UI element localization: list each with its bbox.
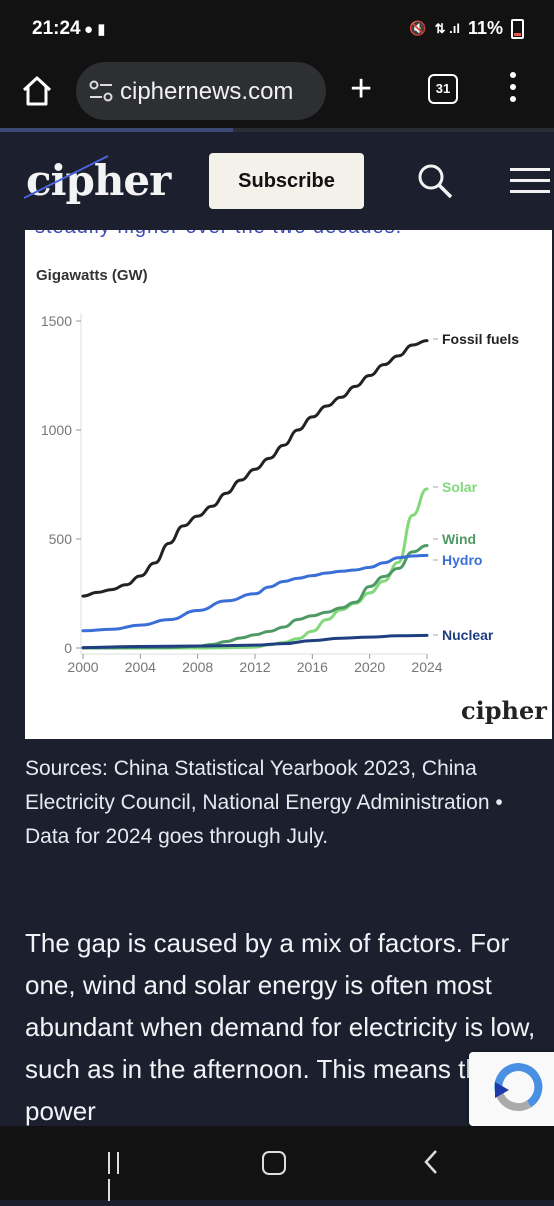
new-tab-icon[interactable]: + <box>350 68 373 110</box>
y-tick-label: 500 <box>49 531 73 547</box>
status-right: 🔇 ⇅ .ıl 11% <box>409 18 524 39</box>
article-paragraph: The gap is caused by a mix of factors. F… <box>25 928 536 1126</box>
logo-slash-mark <box>23 155 109 199</box>
x-tick-label: 2016 <box>297 659 328 675</box>
home-nav-icon[interactable] <box>262 1151 286 1175</box>
more-menu-icon[interactable] <box>508 72 518 106</box>
notification-icons: ● ▮ <box>84 21 106 38</box>
series-line-solar <box>81 487 429 650</box>
x-tick-label: 2000 <box>67 659 98 675</box>
cut-off-article-text: steadily higher over the two decades. <box>35 230 402 239</box>
recaptcha-icon <box>494 1063 543 1112</box>
series-label-fossil-fuels: Fossil fuels <box>442 331 519 347</box>
home-icon[interactable] <box>20 74 54 108</box>
hamburger-menu-icon[interactable] <box>510 168 550 196</box>
site-settings-icon[interactable] <box>88 79 114 103</box>
signal-icon: ⇅ .ıl <box>434 20 460 36</box>
series-label-wind: Wind <box>442 531 476 547</box>
series-label-hydro: Hydro <box>442 552 482 568</box>
series-label-solar: Solar <box>442 479 478 495</box>
browser-toolbar: ciphernews.com + 31 <box>0 56 554 128</box>
battery-percent: 11% <box>467 18 503 38</box>
x-tick-label: 2008 <box>182 659 213 675</box>
battery-icon <box>511 18 524 39</box>
address-bar[interactable]: ciphernews.com <box>76 62 326 120</box>
status-time: 21:24 <box>32 18 81 39</box>
chart-card: steadily higher over the two decades. Gi… <box>25 230 552 739</box>
chart-logo: cipher <box>461 696 547 725</box>
mute-icon: 🔇 <box>409 20 427 36</box>
series-label-nuclear: Nuclear <box>442 627 494 643</box>
search-icon[interactable] <box>416 162 454 200</box>
y-tick-label: 1500 <box>41 313 72 329</box>
x-tick-label: 2020 <box>354 659 385 675</box>
series-line-wind <box>81 544 429 650</box>
y-tick-label: 1000 <box>41 422 72 438</box>
series-line-nuclear <box>81 633 429 650</box>
y-axis-label: Gigawatts (GW) <box>36 267 148 284</box>
y-tick-label: 0 <box>64 640 72 656</box>
site-header: cipher Subscribe <box>0 132 554 226</box>
scroll-progress-bar <box>0 128 554 132</box>
status-bar: 21:24 ● ▮ 🔇 ⇅ .ıl 11% <box>0 0 554 56</box>
x-tick-label: 2024 <box>411 659 442 675</box>
site-logo[interactable]: cipher <box>26 156 171 205</box>
chart-caption: Sources: China Statistical Yearbook 2023… <box>25 757 503 848</box>
recents-icon[interactable] <box>108 1152 132 1201</box>
series-line-hydro <box>81 553 429 633</box>
back-icon[interactable] <box>420 1148 442 1176</box>
subscribe-button[interactable]: Subscribe <box>209 153 364 209</box>
url-text: ciphernews.com <box>120 78 294 105</box>
line-chart: 0 500 1000 1500 2000 2004 2008 2012 2016 2020 2024… <box>41 313 519 675</box>
tab-switcher-button[interactable]: 31 <box>428 74 458 104</box>
x-tick-label: 2004 <box>125 659 156 675</box>
series-line-fossil-fuels <box>81 339 429 598</box>
recaptcha-badge[interactable] <box>469 1052 554 1126</box>
x-tick-label: 2012 <box>239 659 270 675</box>
system-nav-bar <box>0 1126 554 1201</box>
